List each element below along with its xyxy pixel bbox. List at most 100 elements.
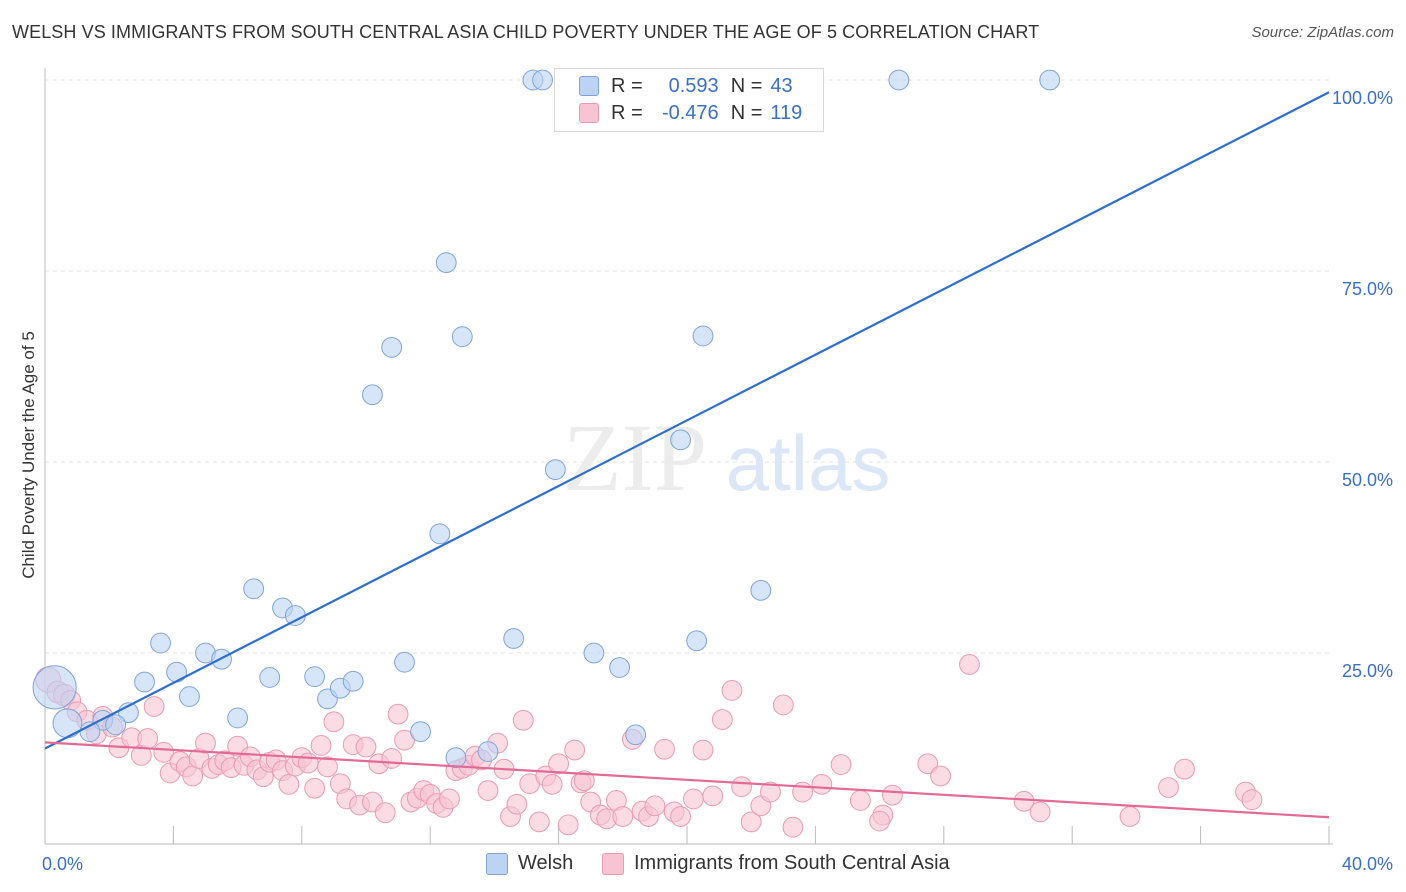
welsh-trend-line — [44, 91, 1330, 750]
immigrants-point — [153, 741, 175, 763]
welsh-point — [166, 661, 188, 683]
y-tick-label: 75.0% — [1342, 279, 1393, 299]
y-tick-label: 50.0% — [1342, 470, 1393, 490]
immigrants-point — [323, 711, 345, 733]
immigrants-point — [541, 774, 563, 795]
source-credit: Source: ZipAtlas.com — [1251, 24, 1394, 41]
legend-row-welsh: R = 0.593 N = 43 — [579, 73, 793, 99]
welsh-point — [410, 721, 431, 743]
immigrants-point — [137, 728, 159, 749]
welsh-point — [134, 671, 155, 693]
x-tick-label: 40.0% — [1342, 854, 1393, 874]
immigrants-point — [731, 776, 752, 798]
immigrants-point — [310, 735, 332, 756]
immigrants-point — [654, 738, 675, 760]
immigrants-point — [869, 810, 890, 832]
r-label: R = — [611, 101, 643, 124]
welsh-point — [503, 628, 525, 649]
welsh-point — [429, 523, 451, 545]
immigrants-point — [772, 694, 794, 716]
y-tick-label: 25.0% — [1342, 661, 1393, 681]
legend-label-immigrants: Immigrants from South Central Asia — [634, 852, 950, 874]
welsh-point — [544, 459, 566, 481]
immigrants-point — [374, 802, 396, 824]
immigrants-point — [528, 811, 550, 833]
welsh-point — [670, 429, 691, 451]
axes — [44, 68, 1333, 845]
welsh-point — [1039, 69, 1061, 91]
immigrants-point — [381, 748, 403, 769]
legend-item-welsh[interactable]: Welsh — [486, 852, 573, 875]
immigrants-point — [959, 654, 980, 675]
welsh-point — [625, 724, 647, 746]
immigrants-point — [1241, 789, 1263, 811]
immigrants-point — [506, 793, 528, 815]
immigrants-point — [557, 814, 579, 836]
welsh-point — [32, 665, 77, 710]
r-value: 0.593 — [668, 74, 719, 97]
n-value: 43 — [770, 74, 793, 97]
immigrants-point — [1013, 790, 1035, 812]
n-label: N = — [730, 74, 763, 97]
welsh-point — [686, 630, 708, 652]
welsh-point — [52, 708, 83, 739]
legend-label-welsh: Welsh — [518, 852, 574, 874]
welsh-point — [259, 667, 281, 688]
immigrants-point — [782, 816, 804, 838]
r-value: -0.476 — [661, 101, 719, 124]
chart-title: WELSH VS IMMIGRANTS FROM SOUTH CENTRAL A… — [12, 22, 1040, 42]
immigrants-points — [35, 654, 1263, 838]
welsh-point — [105, 714, 127, 736]
welsh-point — [284, 605, 306, 626]
welsh-point — [532, 69, 553, 91]
immigrants-point — [721, 680, 743, 701]
immigrants-point — [297, 752, 319, 774]
immigrants-point — [670, 806, 691, 827]
trend-lines — [44, 91, 1330, 819]
welsh-point — [451, 326, 473, 348]
x-tick-label: 0.0% — [42, 854, 83, 874]
immigrants-point — [930, 765, 951, 787]
immigrants-point — [355, 736, 377, 758]
n-value: 119 — [770, 101, 803, 124]
immigrants-point — [811, 774, 833, 795]
legend-item-immigrants[interactable]: Immigrants from South Central Asia — [602, 852, 950, 875]
immigrants-point — [612, 806, 634, 827]
tick-labels: 25.0% 50.0% 75.0% 100.0% 0.0% 40.0% — [42, 88, 1393, 874]
welsh-point — [435, 252, 457, 273]
welsh-point — [445, 747, 467, 769]
welsh-point — [477, 741, 499, 762]
immigrants-point — [1158, 777, 1179, 798]
immigrants-point — [143, 696, 165, 717]
immigrants-point — [512, 709, 534, 731]
immigrants-point — [644, 795, 666, 817]
immigrants-point — [182, 765, 204, 787]
legend-row-immigrants: R = -0.476 N = 119 — [579, 100, 802, 126]
immigrants-point — [394, 729, 415, 751]
immigrants-point — [387, 703, 409, 725]
immigrants-point — [1174, 758, 1195, 780]
immigrants-point — [1119, 806, 1141, 827]
immigrants-point — [702, 785, 724, 807]
welsh-point — [750, 579, 772, 601]
immigrants-point — [439, 788, 460, 810]
y-tick-label: 100.0% — [1332, 88, 1393, 108]
welsh-points — [32, 69, 1061, 769]
welsh-point — [304, 666, 326, 688]
welsh-point — [583, 642, 605, 664]
immigrants-point — [917, 753, 939, 775]
immigrants-point — [830, 754, 852, 775]
welsh-point — [362, 384, 383, 406]
welsh-point — [394, 651, 415, 673]
immigrants-point — [711, 709, 733, 730]
immigrants-point — [317, 756, 338, 778]
immigrants-point — [849, 790, 871, 811]
immigrants-point — [692, 739, 714, 761]
welsh-point — [150, 632, 171, 654]
welsh-swatch — [579, 76, 599, 96]
immigrants-point — [195, 732, 216, 754]
immigrants-point — [548, 753, 569, 775]
welsh-point — [381, 337, 403, 358]
welsh-point — [179, 686, 200, 707]
